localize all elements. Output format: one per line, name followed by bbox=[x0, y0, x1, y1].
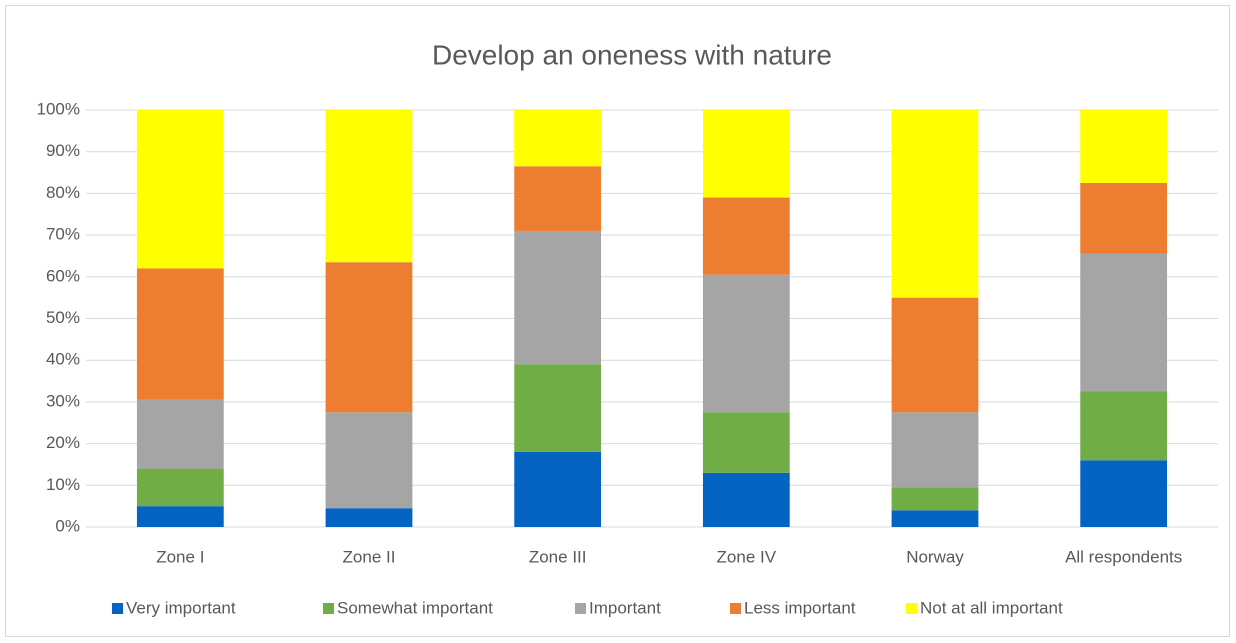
legend-swatch bbox=[323, 603, 334, 614]
y-tick-label: 90% bbox=[46, 141, 80, 160]
bar-segment bbox=[514, 230, 602, 365]
legend-swatch bbox=[112, 603, 123, 614]
legend-label: Important bbox=[589, 598, 661, 617]
y-tick-label: 60% bbox=[46, 266, 80, 285]
x-tick-label: Zone III bbox=[529, 547, 587, 566]
bar-segment bbox=[136, 110, 224, 269]
legend-label: Very important bbox=[126, 598, 236, 617]
bar-segment bbox=[514, 166, 602, 231]
bar-segment bbox=[891, 110, 979, 298]
bar-segment bbox=[325, 508, 413, 527]
x-tick-label: Zone II bbox=[343, 547, 396, 566]
bar-segment bbox=[891, 297, 979, 413]
bar-segment bbox=[1080, 110, 1168, 183]
bar-segment bbox=[136, 506, 224, 527]
bar-segment bbox=[702, 197, 790, 275]
bar-segment bbox=[1080, 182, 1168, 254]
bar-segment bbox=[1080, 253, 1168, 392]
y-tick-label: 100% bbox=[37, 99, 80, 118]
y-tick-label: 0% bbox=[55, 516, 80, 535]
y-tick-label: 50% bbox=[46, 308, 80, 327]
bar-segment bbox=[136, 468, 224, 507]
legend-swatch bbox=[575, 603, 586, 614]
x-tick-label: All respondents bbox=[1065, 547, 1182, 566]
legend-label: Somewhat important bbox=[337, 598, 493, 617]
chart-title: Develop an oneness with nature bbox=[432, 39, 832, 70]
legend-label: Not at all important bbox=[920, 598, 1063, 617]
y-tick-label: 40% bbox=[46, 350, 80, 369]
x-tick-label: Zone IV bbox=[717, 547, 777, 566]
y-tick-label: 30% bbox=[46, 391, 80, 410]
bar-segment bbox=[325, 262, 413, 413]
bar-segment bbox=[136, 268, 224, 400]
bar-segment bbox=[702, 110, 790, 198]
bar-segment bbox=[1080, 391, 1168, 461]
bar-segment bbox=[325, 412, 413, 509]
bar-segment bbox=[891, 510, 979, 527]
legend-label: Less important bbox=[744, 598, 856, 617]
legend-swatch bbox=[730, 603, 741, 614]
x-tick-label: Norway bbox=[906, 547, 964, 566]
bar-segment bbox=[702, 412, 790, 473]
bar-segment bbox=[891, 487, 979, 511]
bar-segment bbox=[702, 472, 790, 527]
bar-segment bbox=[514, 364, 602, 452]
bar-segment bbox=[514, 110, 602, 167]
y-tick-label: 10% bbox=[46, 475, 80, 494]
y-tick-label: 70% bbox=[46, 225, 80, 244]
bar-segment bbox=[514, 451, 602, 527]
bar-segment bbox=[702, 274, 790, 413]
bar-segment bbox=[325, 110, 413, 263]
x-tick-label: Zone I bbox=[156, 547, 204, 566]
y-tick-label: 80% bbox=[46, 183, 80, 202]
bar-segment bbox=[136, 399, 224, 469]
bar-segment bbox=[1080, 460, 1168, 527]
bar-segment bbox=[891, 412, 979, 488]
y-tick-label: 20% bbox=[46, 433, 80, 452]
legend-swatch bbox=[906, 603, 917, 614]
